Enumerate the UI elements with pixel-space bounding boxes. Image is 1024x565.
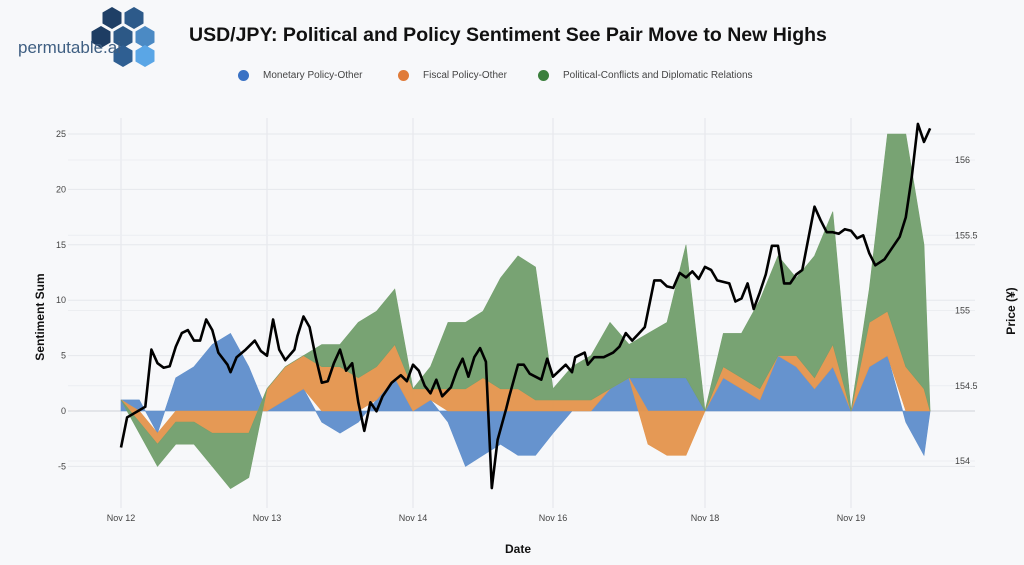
logo-hexagon xyxy=(135,26,155,48)
logo-text: permutable.ai xyxy=(18,38,122,57)
y-tick-label: -5 xyxy=(58,461,66,471)
area-series-political-conflicts-and-diplomatic-relations xyxy=(120,133,931,489)
x-axis-title: Date xyxy=(505,542,532,556)
y2-tick-label: 155 xyxy=(955,306,970,316)
logo-hexagon xyxy=(91,26,111,48)
y-tick-label: 15 xyxy=(56,240,66,250)
x-tick-label: Nov 12 xyxy=(107,513,136,523)
price-line xyxy=(119,122,932,490)
permutable-logo-hexagons xyxy=(91,7,155,67)
x-tick-label: Nov 13 xyxy=(253,513,282,523)
x-tick-label: Nov 16 xyxy=(539,513,568,523)
legend-label: Fiscal Policy-Other xyxy=(423,70,507,81)
y2-tick-label: 155.5 xyxy=(955,230,978,240)
y-axis-title: Sentiment Sum xyxy=(33,273,47,361)
y-tick-label: 0 xyxy=(61,406,66,416)
y-tick-label: 25 xyxy=(56,129,66,139)
legend-item-political[interactable]: Political-Conflicts and Diplomatic Relat… xyxy=(538,70,753,81)
logo-hexagon xyxy=(124,7,144,29)
y-tick-label: 10 xyxy=(56,295,66,305)
y2-tick-label: 156 xyxy=(955,155,970,165)
logo-hexagon xyxy=(135,45,155,67)
y2-axis-title: Price (¥) xyxy=(1004,287,1018,335)
legend-marker-icon xyxy=(398,70,409,81)
logo-hexagon xyxy=(102,7,122,29)
legend-label: Political-Conflicts and Diplomatic Relat… xyxy=(563,70,753,81)
x-tick-label: Nov 14 xyxy=(399,513,428,523)
logo-hexagon xyxy=(113,26,133,48)
legend-label: Monetary Policy-Other xyxy=(263,70,363,81)
y2-tick-label: 154 xyxy=(955,456,970,466)
chart-title: USD/JPY: Political and Policy Sentiment … xyxy=(189,24,827,46)
legend-marker-icon xyxy=(238,70,249,81)
legend-marker-icon xyxy=(538,70,549,81)
y-tick-label: 20 xyxy=(56,184,66,194)
x-tick-label: Nov 18 xyxy=(691,513,720,523)
y2-tick-label: 154.5 xyxy=(955,381,978,391)
legend: Monetary Policy-Other Fiscal Policy-Othe… xyxy=(0,70,1024,88)
legend-item-monetary[interactable]: Monetary Policy-Other xyxy=(238,70,362,81)
legend-item-fiscal[interactable]: Fiscal Policy-Other xyxy=(398,70,507,81)
x-tick-label: Nov 19 xyxy=(837,513,866,523)
logo-hexagon xyxy=(113,45,133,67)
y-tick-label: 5 xyxy=(61,351,66,361)
